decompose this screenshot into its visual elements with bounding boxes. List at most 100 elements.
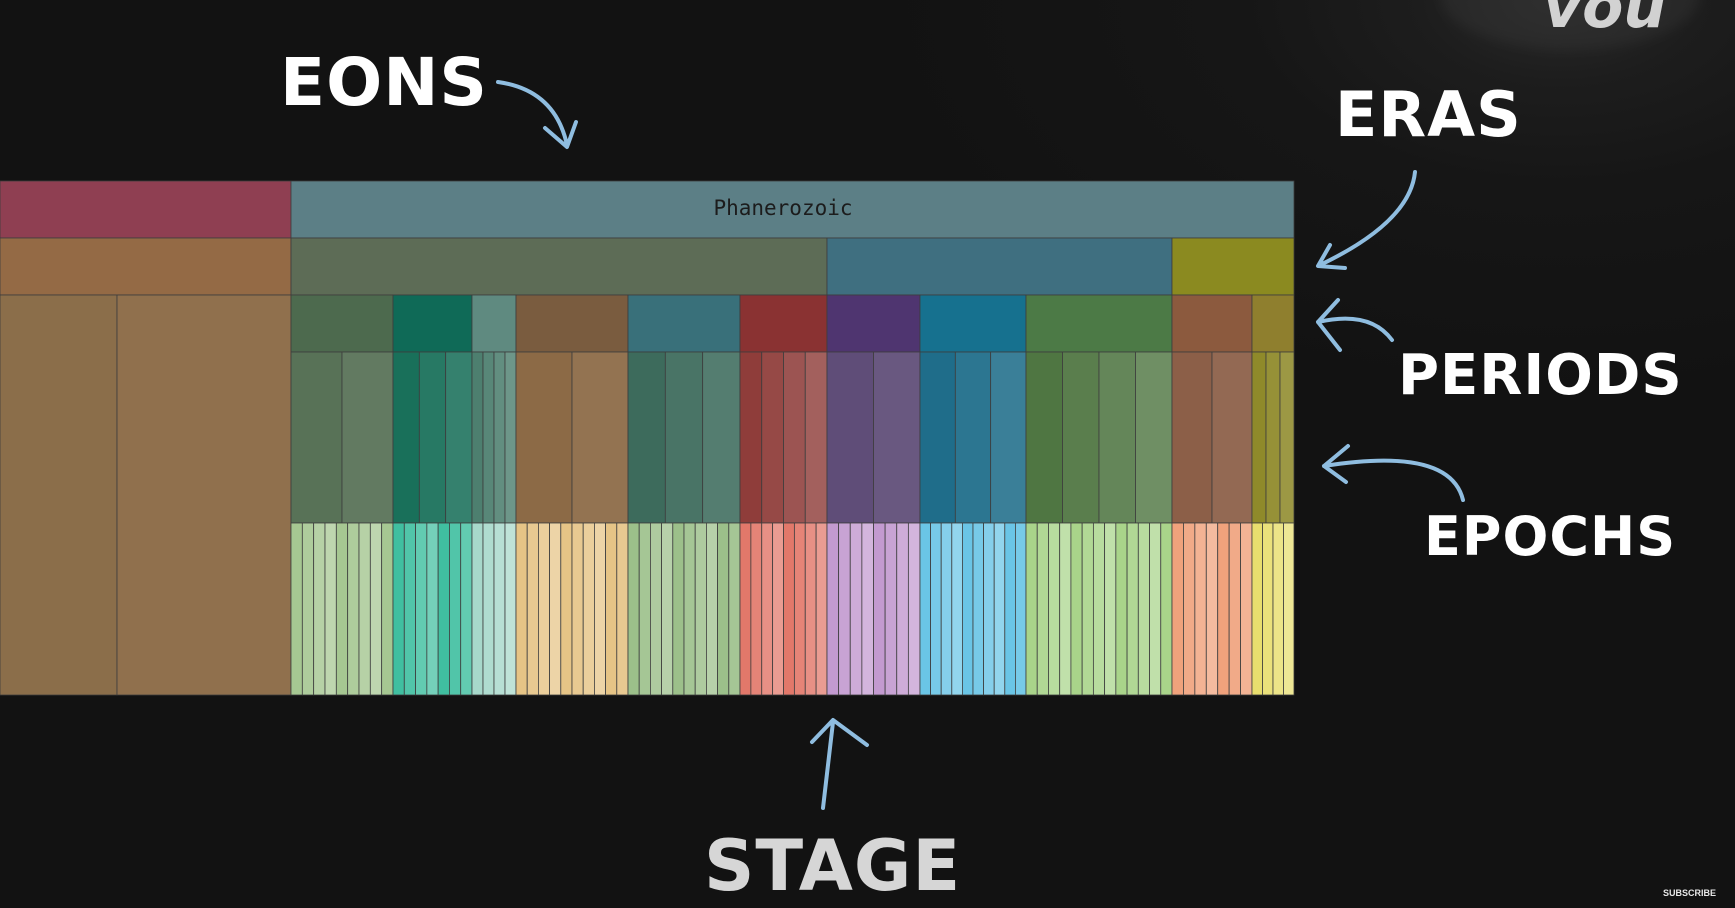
- stage-block-jurassic-4: [951, 522, 963, 696]
- period-block-neogene: [1251, 294, 1295, 353]
- epoch-block-cretaceous-4: [1135, 351, 1173, 524]
- stage-block-carboniferous-3: [650, 522, 663, 696]
- stage-block-paleogene-5: [1217, 522, 1230, 696]
- period-block-precambrian-2: [116, 294, 292, 696]
- stage-block-cretaceous-2: [1036, 522, 1049, 696]
- eons-label: EONS: [280, 44, 488, 121]
- epoch-block-neogene-2: [1265, 351, 1281, 524]
- stage-block-cambrian-9: [381, 522, 394, 696]
- stage-block-cretaceous-1: [1025, 522, 1038, 696]
- subscribe-watermark: SUBSCRIBE: [1663, 888, 1717, 898]
- stage-block-jurassic-8: [993, 522, 1006, 696]
- epoch-block-jurassic-2: [954, 351, 992, 524]
- stage-label: STAGE: [704, 825, 962, 907]
- stage-block-cretaceous-3: [1048, 522, 1061, 696]
- stage-block-permian-7: [804, 522, 817, 696]
- stage-block-carboniferous-1: [627, 522, 640, 696]
- stage-block-permian-8: [815, 522, 828, 696]
- eon-block-proterozoic: [0, 180, 292, 239]
- epoch-block-paleogene-2: [1211, 351, 1253, 524]
- period-block-silurian: [471, 294, 517, 353]
- era-block-paleozoic: [290, 237, 828, 296]
- stage-block-neogene-2: [1262, 522, 1274, 696]
- stage-block-triassic-3: [849, 522, 863, 696]
- epoch-block-cambrian-2: [341, 351, 394, 524]
- stage-block-cretaceous-9: [1115, 522, 1128, 696]
- stage-block-cretaceous-10: [1126, 522, 1139, 696]
- stage-block-devonian-7: [582, 522, 595, 696]
- epoch-block-neogene-3: [1279, 351, 1295, 524]
- stage-block-cambrian-6: [347, 522, 360, 696]
- stage-block-devonian-1: [515, 522, 528, 696]
- stage-block-cambrian-1: [290, 522, 303, 696]
- stage-block-ordovician-7: [460, 522, 473, 696]
- period-block-permian: [739, 294, 828, 353]
- stage-block-silurian-1: [471, 522, 484, 696]
- epoch-block-cretaceous-1: [1025, 351, 1063, 524]
- stage-block-cretaceous-13: [1160, 522, 1173, 696]
- arrow-eons: [496, 80, 578, 149]
- stage-block-jurassic-7: [983, 522, 995, 696]
- stage-block-permian-3: [761, 522, 774, 696]
- stage-block-ordovician-4: [426, 522, 439, 696]
- stage-block-ordovician-1: [392, 522, 405, 696]
- stage-block-neogene-3: [1272, 522, 1284, 696]
- stage-block-cretaceous-6: [1081, 522, 1094, 696]
- stage-block-carboniferous-6: [683, 522, 696, 696]
- stage-block-paleogene-1: [1171, 522, 1184, 696]
- arrow-epochs: [1322, 444, 1465, 502]
- stage-block-jurassic-6: [972, 522, 985, 696]
- arrow-periods: [1316, 298, 1394, 352]
- epoch-block-cambrian-1: [290, 351, 343, 524]
- stage-block-devonian-5: [560, 522, 573, 696]
- stage-block-cretaceous-5: [1070, 522, 1083, 696]
- stage-block-carboniferous-4: [661, 522, 674, 696]
- epoch-block-ordovician-1: [392, 351, 420, 524]
- arrow-eras: [1316, 170, 1417, 270]
- stage-block-cambrian-8: [369, 522, 383, 696]
- stage-block-paleogene-6: [1228, 522, 1241, 696]
- eras-label: ERAS: [1335, 78, 1522, 151]
- epoch-block-cretaceous-3: [1098, 351, 1136, 524]
- stage-block-jurassic-10: [1015, 522, 1027, 696]
- stage-block-devonian-10: [616, 522, 629, 696]
- stage-block-devonian-8: [594, 522, 607, 696]
- eon-block-phanerozoic: [290, 180, 1295, 239]
- epoch-block-jurassic-3: [990, 351, 1027, 524]
- epoch-block-permian-3: [783, 351, 806, 524]
- stage-block-paleogene-7: [1240, 522, 1253, 696]
- stage-block-devonian-2: [526, 522, 539, 696]
- corner-text: vou: [1543, 0, 1667, 42]
- epoch-block-ordovician-3: [445, 351, 473, 524]
- epoch-block-silurian-2: [482, 351, 495, 524]
- epoch-block-permian-2: [761, 351, 784, 524]
- stage-block-cambrian-2: [301, 522, 315, 696]
- period-block-devonian: [515, 294, 629, 353]
- era-block-neoproterozoic: [0, 237, 292, 296]
- epoch-block-ordovician-2: [418, 351, 447, 524]
- era-block-cenozoic: [1171, 237, 1295, 296]
- period-block-jurassic: [919, 294, 1027, 353]
- stage-block-triassic-6: [884, 522, 898, 696]
- stage-block-paleogene-3: [1194, 522, 1207, 696]
- epoch-block-triassic-2: [873, 351, 921, 524]
- stage-block-jurassic-2: [930, 522, 942, 696]
- epoch-block-silurian-4: [504, 351, 517, 524]
- stage-block-cretaceous-8: [1104, 522, 1117, 696]
- period-block-precambrian-1: [0, 294, 118, 696]
- stage-block-ordovician-6: [449, 522, 462, 696]
- period-block-carboniferous: [627, 294, 741, 353]
- epoch-block-triassic-1: [826, 351, 874, 524]
- stage-block-carboniferous-7: [694, 522, 707, 696]
- stage-block-jurassic-3: [940, 522, 953, 696]
- stage-block-cretaceous-12: [1149, 522, 1162, 696]
- stage-block-cambrian-5: [335, 522, 349, 696]
- stage-block-paleogene-2: [1183, 522, 1196, 696]
- stage-block-triassic-2: [838, 522, 851, 696]
- stage-block-ordovician-5: [437, 522, 450, 696]
- epoch-block-carboniferous-2: [664, 351, 704, 524]
- period-block-cambrian: [290, 294, 394, 353]
- period-block-ordovician: [392, 294, 473, 353]
- stage-block-ordovician-2: [403, 522, 416, 696]
- stage-block-jurassic-5: [962, 522, 974, 696]
